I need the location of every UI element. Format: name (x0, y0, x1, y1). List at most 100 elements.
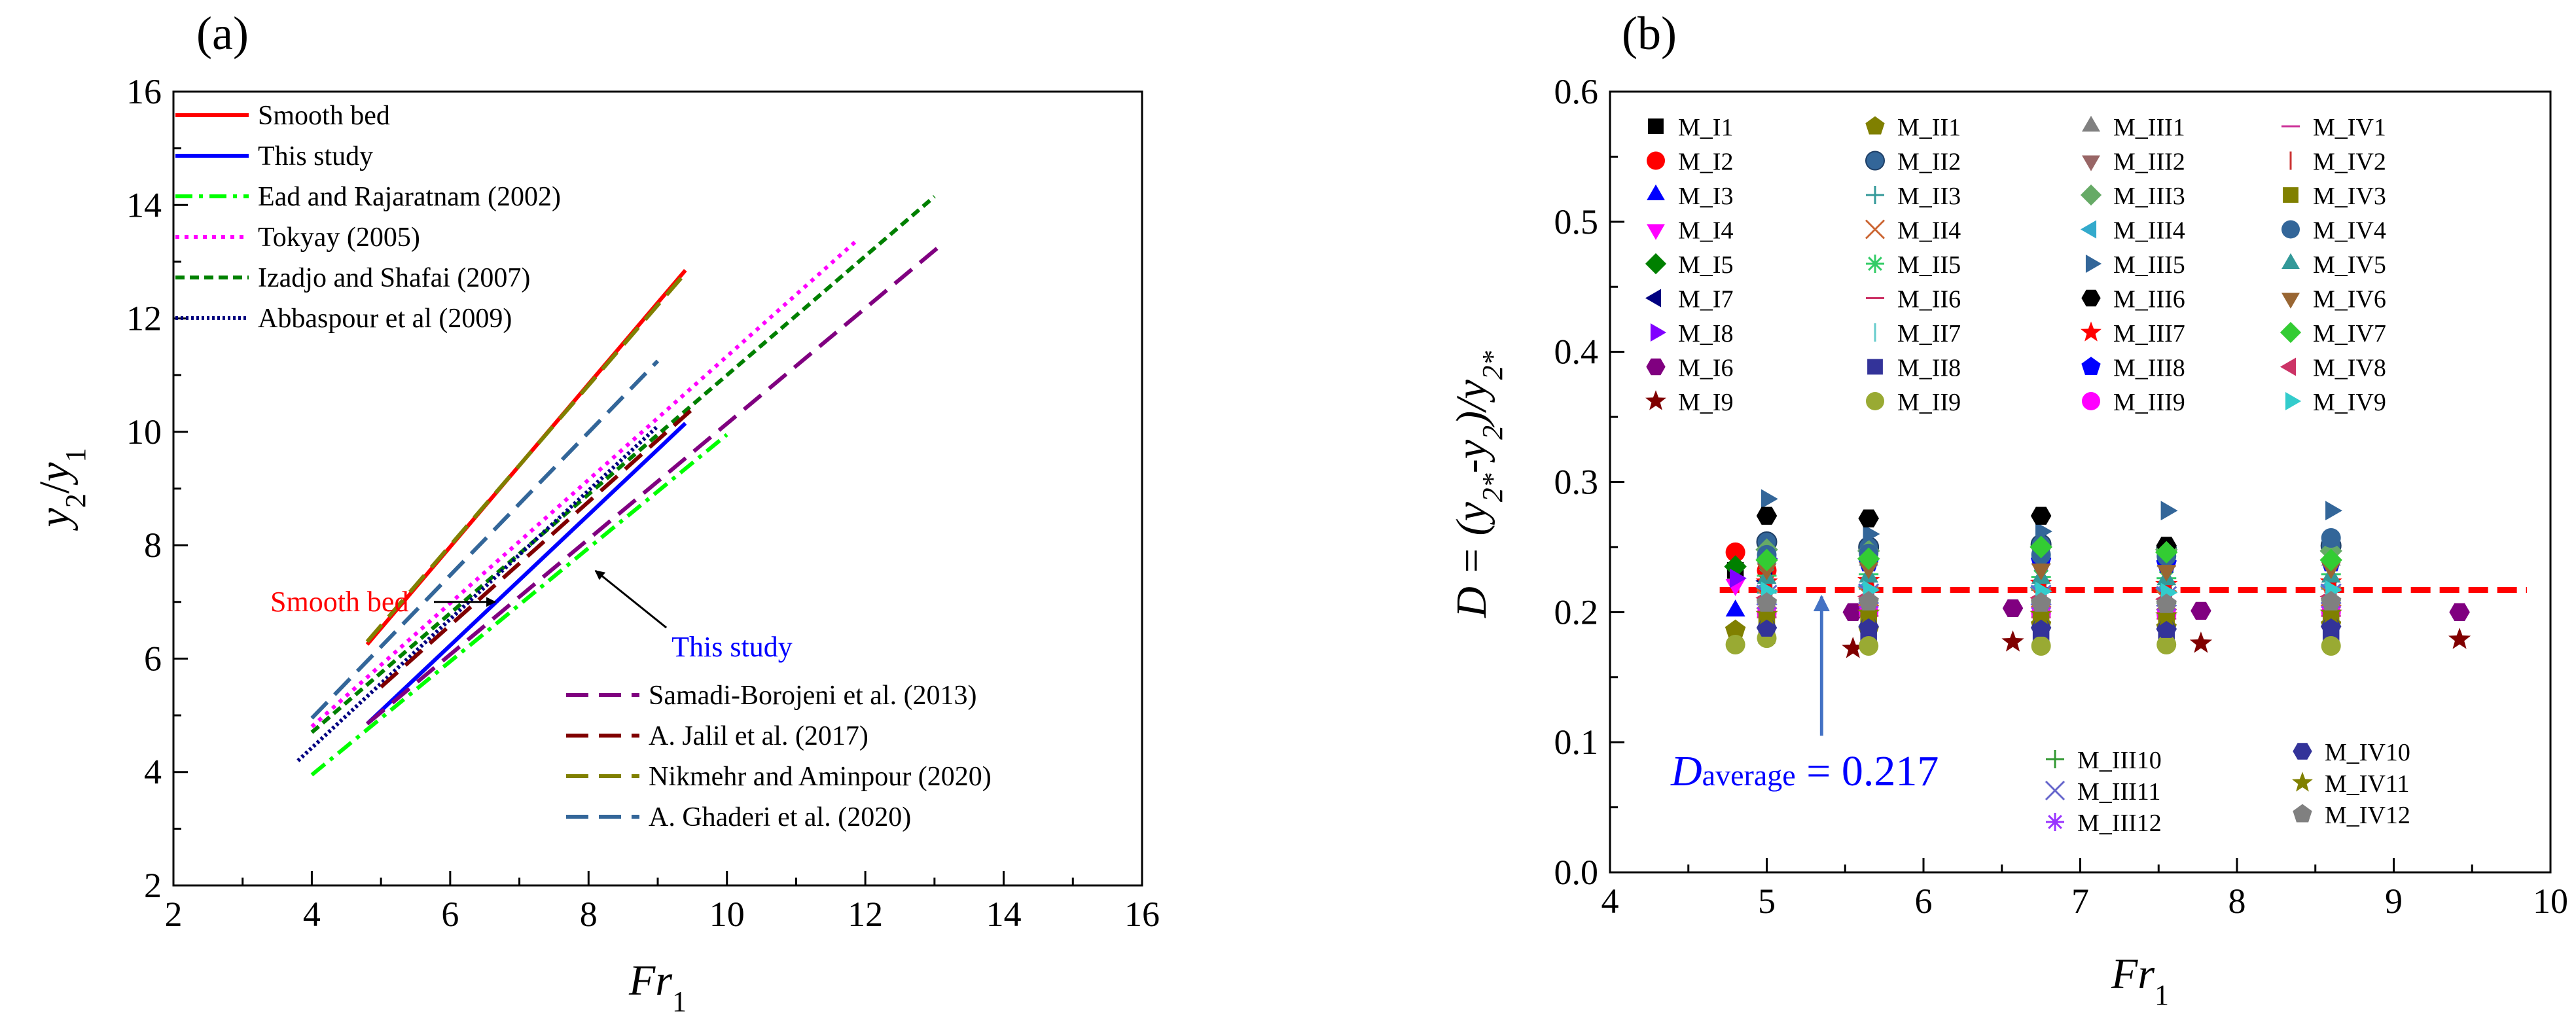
legend-label: M_IV2 (2313, 149, 2386, 176)
legend-label: M_III11 (2077, 778, 2160, 806)
data-point (1725, 599, 1745, 616)
legend-label: M_I9 (1678, 389, 1733, 416)
legend-label-izadjo-and-shafai-2007: Izadjo and Shafai (2007) (258, 263, 530, 293)
annotation-smooth-bed: Smooth bed (270, 586, 408, 618)
series-m-i6 (1842, 599, 2470, 621)
series-m-iv12 (1756, 590, 2342, 613)
data-point (2046, 813, 2064, 831)
x-tick-label: 10 (709, 895, 745, 934)
data-point (2030, 592, 2052, 612)
y-tick-label: 10 (126, 412, 162, 452)
data-point (1857, 601, 1880, 623)
x-tick-label: 12 (848, 895, 883, 934)
legend-item-m-iii1: M_III1 (2082, 114, 2185, 141)
panel-b: (b) 4 5 6 7 8 9 100.00.10.20.30.40.50.6 M_I1M_… (1448, 7, 2568, 1011)
y-tick-label: 0.4 (1554, 332, 1599, 372)
data-point (1858, 617, 1879, 635)
data-point (2325, 501, 2342, 521)
legend-item-m-iv9: M_IV9 (2285, 389, 2386, 416)
legend-label: M_II5 (1897, 251, 1961, 279)
data-point (2081, 289, 2101, 307)
panel-a-axes: 2 4 6 8 10 12 14 16 2 4 6 8 10 12 14 16 (126, 72, 1160, 934)
legend-item-m-i7: M_I7 (1645, 286, 1733, 313)
data-point (1866, 186, 1884, 204)
data-point (2082, 392, 2100, 410)
data-point (2321, 527, 2341, 548)
legend-item-m-iii5: M_III5 (2085, 251, 2185, 279)
data-point (1842, 637, 1865, 658)
data-point (2285, 392, 2302, 410)
data-point (2030, 535, 2052, 559)
panel-a-legend: Smooth bed This study Ead and Rajaratnam (… (175, 101, 992, 832)
x-tick-label: 4 (303, 895, 321, 934)
legend-label: M_III5 (2113, 251, 2185, 279)
legend-label: M_I1 (1678, 114, 1733, 141)
legend-item-m-iii7: M_III7 (2081, 320, 2185, 348)
legend-label: M_I2 (1678, 149, 1733, 176)
series-m-ii9 (1725, 628, 2341, 656)
data-point (2081, 321, 2102, 342)
legend-label-smooth-bed: Smooth bed (258, 101, 390, 131)
legend-item-m-iii10: M_III10 (2046, 747, 2162, 774)
data-point (2319, 601, 2342, 623)
data-point (1645, 289, 1662, 308)
data-point (2035, 522, 2052, 541)
x-tick-label: 16 (1124, 895, 1160, 934)
series-m-iv10 (1756, 617, 2342, 638)
data-point (2319, 548, 2342, 572)
data-point (2046, 750, 2064, 768)
x-tick-label: 4 (1601, 882, 1619, 921)
x-tick-label: 8 (2228, 882, 2246, 921)
data-point (2080, 220, 2097, 239)
data-point (1863, 524, 1880, 544)
y-tick-label: 14 (126, 185, 162, 224)
legend-label: M_III7 (2113, 320, 2185, 348)
legend-item-m-ii8: M_II8 (1867, 355, 1961, 382)
data-point (1650, 323, 1667, 342)
legend-item-m-ii4: M_II4 (1865, 217, 1961, 245)
data-point (2045, 780, 2066, 801)
panel-a: (a) 2 4 6 8 10 12 14 16 2 4 6 8 10 12 14 16 Smooth bed T… (31, 7, 1160, 1018)
data-point (1645, 390, 1666, 410)
x-tick-label: 7 (2071, 882, 2089, 921)
legend-item-m-ii6: M_II6 (1866, 286, 1961, 313)
data-point (1858, 509, 1879, 527)
data-point (2082, 155, 2100, 171)
data-point (1756, 507, 1778, 525)
legend-label: M_II3 (1897, 183, 1961, 210)
y-tick-label: 0.3 (1554, 463, 1599, 502)
legend-item-m-iii4: M_III4 (2080, 217, 2185, 245)
data-point (2293, 743, 2312, 760)
legend-item-m-ii3: M_II3 (1866, 183, 1961, 210)
legend-item-m-i4: M_I4 (1647, 217, 1733, 245)
legend-label-a-ghaderi-et-al-2020: A. Ghaderi et al. (2020) (649, 802, 911, 832)
legend-label: M_IV10 (2325, 739, 2410, 766)
legend-item-m-i6: M_I6 (1646, 355, 1733, 382)
x-tick-label: 6 (1915, 882, 1933, 921)
data-point (2281, 253, 2300, 270)
legend-label: M_I7 (1678, 286, 1733, 313)
series-line-a-jalil-et-al-2017 (380, 407, 694, 688)
data-point (1755, 603, 1778, 624)
y-tick-label: 12 (126, 299, 162, 338)
data-point (2155, 604, 2178, 626)
legend-label: M_I5 (1678, 251, 1733, 279)
data-point (1729, 568, 1747, 588)
series-line-abbaspour-et-al-2009 (296, 424, 660, 762)
legend-label: M_IV6 (2313, 286, 2386, 313)
y-tick-label: 8 (144, 526, 162, 565)
legend-item-m-iii12: M_III12 (2046, 810, 2162, 837)
legend-item-m-iv7: M_IV7 (2280, 320, 2386, 348)
data-point (1865, 116, 1885, 135)
legend-label: M_IV12 (2325, 802, 2410, 829)
legend-label: M_III4 (2113, 217, 2185, 245)
legend-label-abbaspour-et-al-2009: Abbaspour et al (2009) (258, 304, 512, 334)
legend-label: M_I4 (1678, 217, 1733, 245)
data-point (1646, 358, 1666, 376)
legend-item-m-iv12: M_IV12 (2293, 802, 2410, 829)
legend-label: M_IV8 (2313, 355, 2386, 382)
legend-label: M_IV4 (2313, 217, 2386, 245)
legend-item-m-iv2: M_IV2 (2289, 149, 2386, 176)
data-point (2283, 187, 2299, 203)
